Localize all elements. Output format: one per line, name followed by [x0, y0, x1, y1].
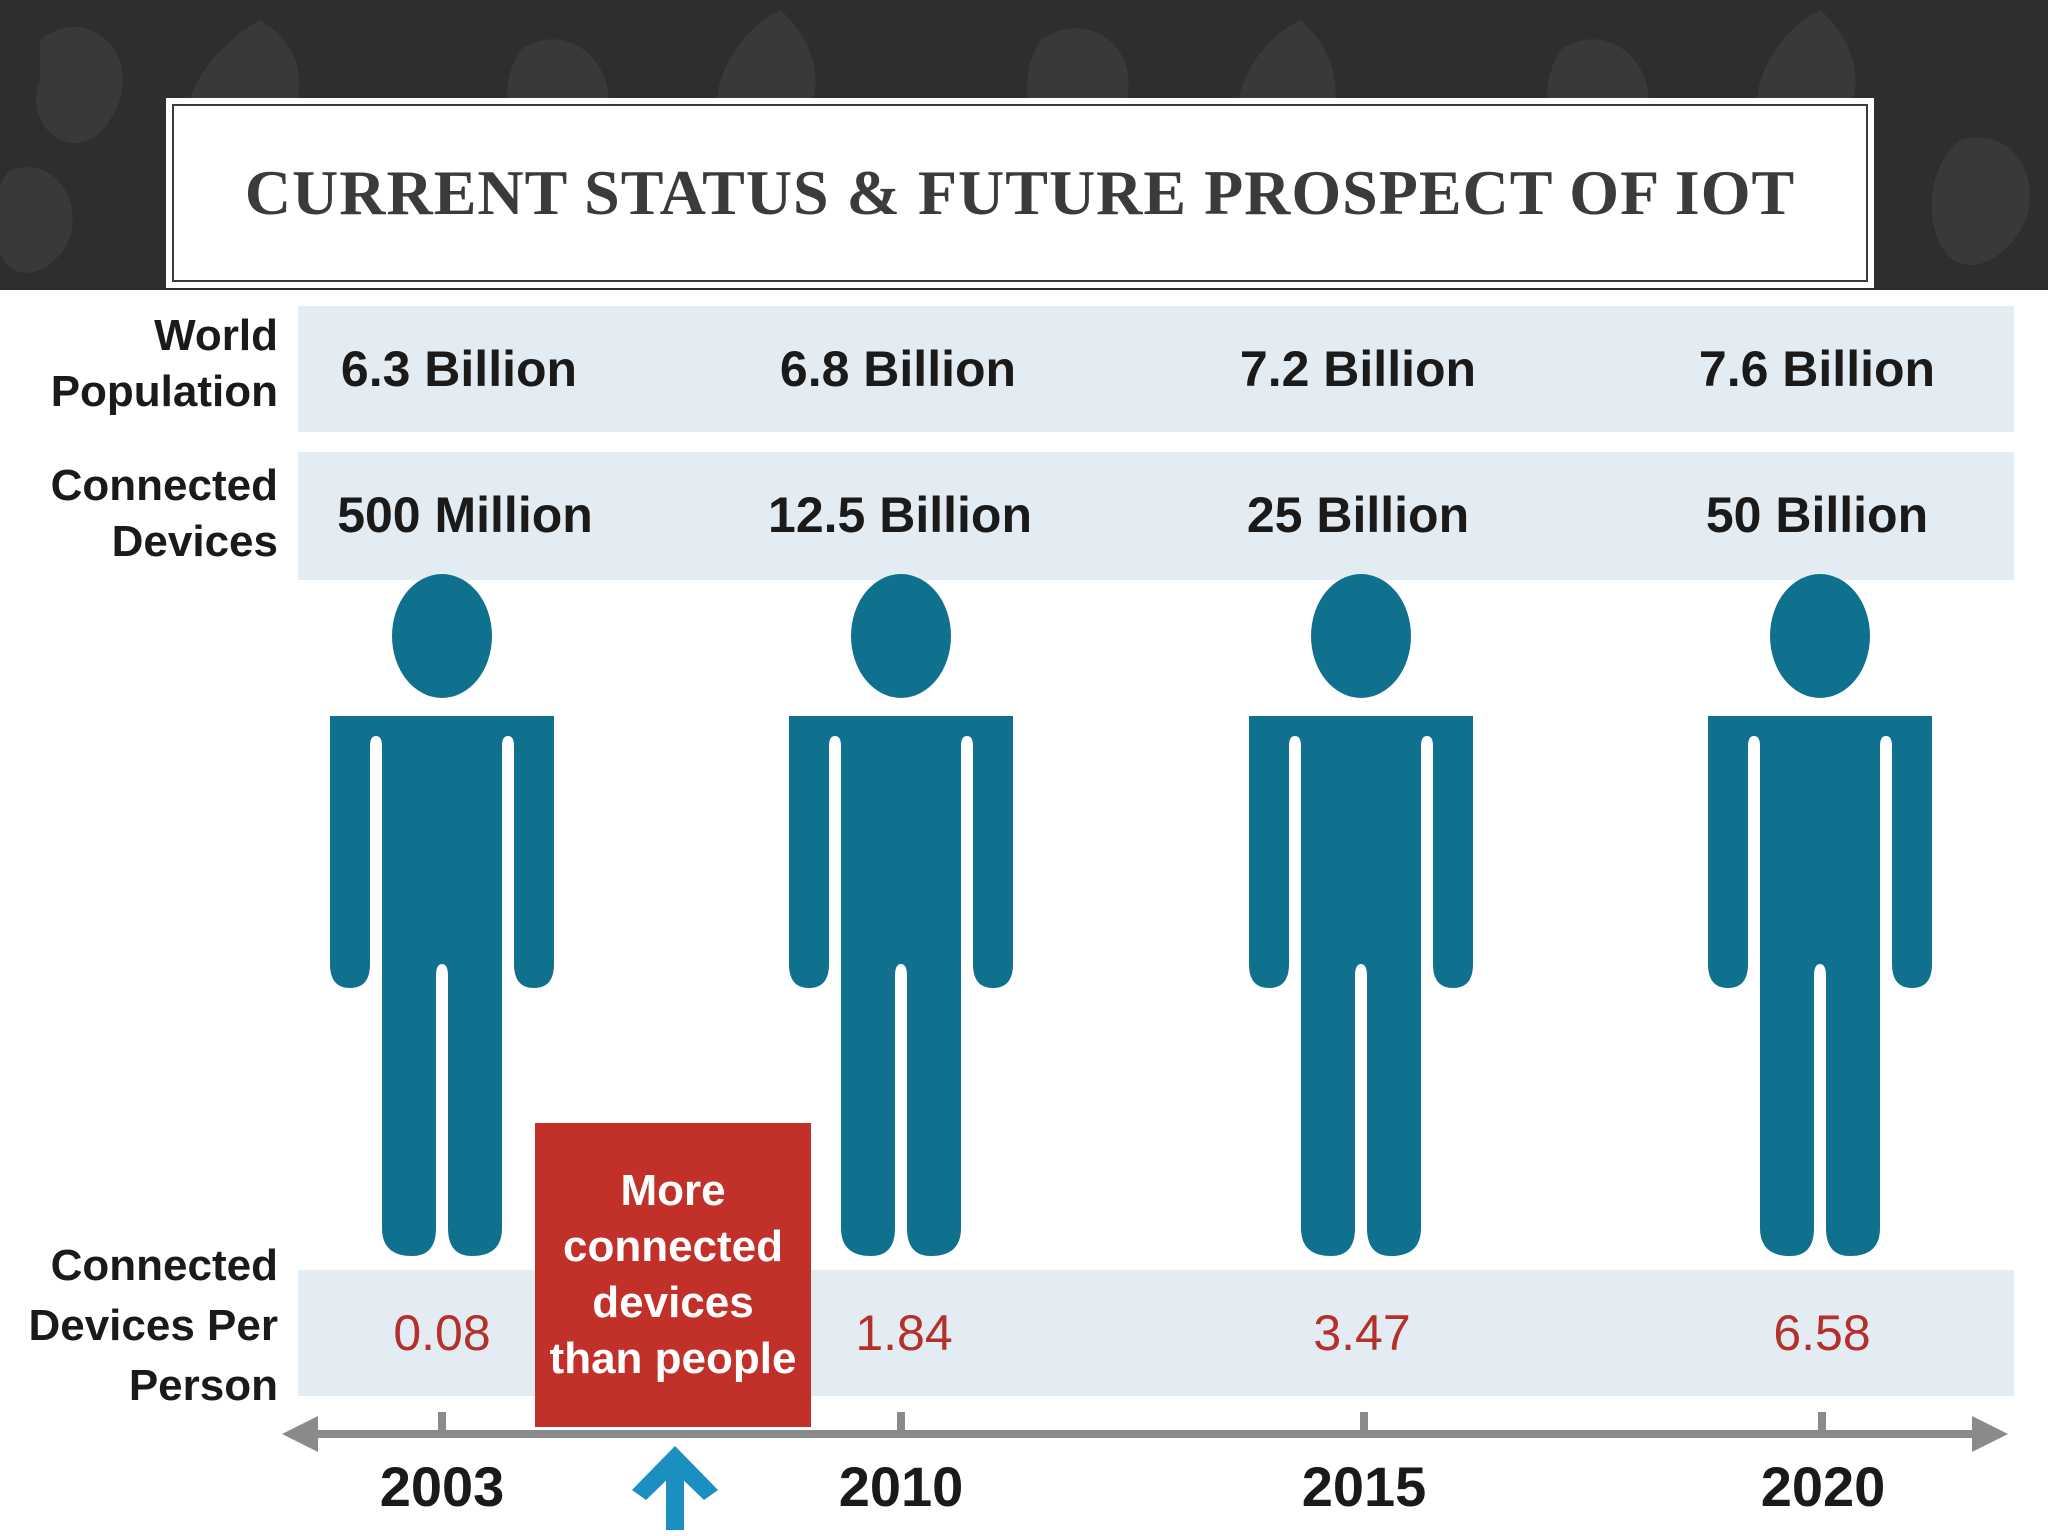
year-2015: 2015	[1301, 1455, 1427, 1518]
row-label-per-person: Connected Devices Per Person	[28, 1241, 278, 1410]
devices-2015: 25 Billion	[1246, 487, 1470, 543]
per-person-2020: 6.58	[1773, 1305, 1871, 1361]
year-2003: 2003	[379, 1455, 505, 1518]
year-2020: 2020	[1760, 1455, 1886, 1518]
population-2003: 6.3 Billion	[340, 341, 578, 397]
axis-left-arrow	[282, 1416, 318, 1452]
devices-2003: 500 Million	[337, 487, 593, 543]
axis-right-arrow	[1972, 1416, 2008, 1452]
devices-2020: 50 Billion	[1705, 487, 1929, 543]
devices-2010: 12.5 Billion	[768, 487, 1032, 543]
per-person-2003: 0.08	[393, 1305, 491, 1361]
devices-band	[298, 452, 2014, 580]
up-arrow-icon	[632, 1446, 718, 1530]
year-2010: 2010	[838, 1455, 964, 1518]
title-box: CURRENT STATUS & FUTURE PROSPECT OF IOT	[166, 98, 1874, 288]
page-title: CURRENT STATUS & FUTURE PROSPECT OF IOT	[244, 157, 1796, 228]
per-person-2015: 3.47	[1313, 1305, 1411, 1361]
row-label-devices: Connected Devices	[50, 461, 278, 566]
per-person-2010: 1.84	[855, 1305, 953, 1361]
population-2010: 6.8 Billion	[779, 341, 1017, 397]
row-label-population: World Population	[50, 311, 278, 416]
callout-box: More connected devices than people	[535, 1123, 811, 1427]
header-band: CURRENT STATUS & FUTURE PROSPECT OF IOT	[0, 0, 2048, 290]
population-2020: 7.6 Billion	[1698, 341, 1936, 397]
population-2015: 7.2 Billion	[1239, 341, 1477, 397]
population-band	[298, 306, 2014, 432]
